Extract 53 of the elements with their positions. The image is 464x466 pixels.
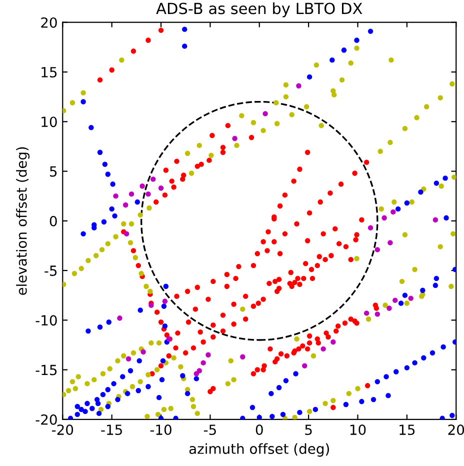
point (364, 310, 370, 316)
point (408, 296, 414, 301)
x-tick-label: 10 (350, 424, 366, 436)
point (200, 360, 206, 366)
point (117, 316, 122, 321)
y-tick-label: -20 (36, 414, 57, 425)
point (374, 312, 380, 317)
point (388, 240, 393, 246)
x-tick-label: 20 (448, 424, 464, 436)
point (150, 176, 156, 182)
point (126, 356, 132, 362)
point (128, 191, 134, 197)
point (158, 186, 164, 191)
point (162, 298, 168, 304)
x-tick-label: -5 (204, 424, 216, 436)
chart-title: ADS-B as seen by LBTO DX (156, 2, 362, 18)
point (124, 231, 130, 236)
point (382, 215, 387, 221)
point (113, 193, 118, 199)
y-tick-label: 15 (42, 67, 57, 78)
point (368, 225, 374, 230)
point (374, 247, 380, 252)
x-tick-label: -15 (101, 424, 122, 436)
y-tick-label: -15 (36, 364, 57, 376)
point (122, 202, 128, 208)
point (194, 371, 200, 376)
y-tick-label: 0 (50, 216, 57, 226)
point (320, 346, 326, 352)
y-tick-label: 10 (42, 116, 57, 128)
point (386, 306, 392, 311)
point (262, 111, 268, 116)
x-tick-label: -10 (150, 424, 172, 436)
point (206, 352, 211, 358)
point (232, 136, 238, 142)
point (330, 339, 336, 345)
point (392, 298, 398, 303)
point (140, 184, 145, 189)
x-tick-label: 0 (256, 424, 263, 436)
x-tick-label: 15 (400, 424, 415, 436)
point (240, 354, 246, 360)
point (296, 83, 302, 88)
y-tick-label: -10 (36, 315, 57, 326)
y-axis-title: elevation offset (deg) (16, 147, 30, 295)
y-tick-label: 20 (41, 17, 57, 28)
point (390, 209, 396, 215)
x-axis-title: azimuth offset (deg) (189, 443, 329, 457)
x-tick-label: 5 (305, 424, 312, 436)
point (146, 191, 151, 197)
y-tick-label: 5 (50, 166, 57, 177)
y-tick-label: -5 (44, 266, 57, 276)
point (140, 349, 146, 355)
point (302, 363, 308, 368)
point (432, 217, 438, 222)
